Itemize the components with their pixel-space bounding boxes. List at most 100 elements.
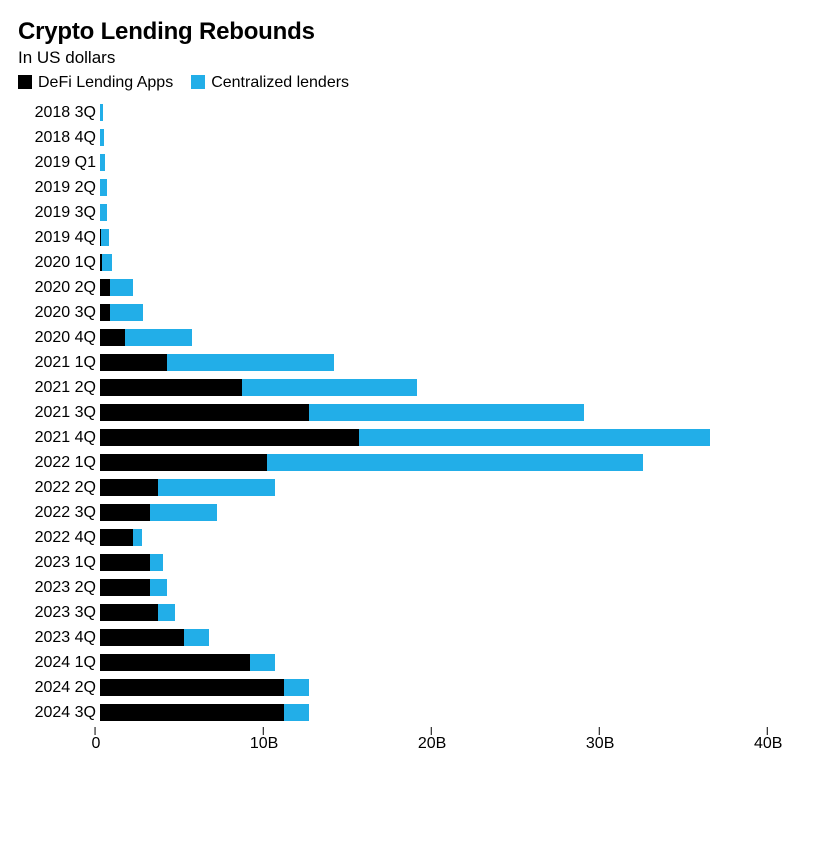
chart-row: 2019 Q1 [18,150,785,175]
x-axis-tick: 30B [586,727,614,753]
legend-swatch-centralized [191,75,205,89]
bar-segment-centralized [158,604,175,621]
y-axis-label: 2022 2Q [18,479,100,497]
bar-segment-centralized [125,329,192,346]
legend-swatch-defi [18,75,32,89]
plot-area [100,100,785,125]
bar-segment-centralized [150,579,167,596]
chart-row: 2023 3Q [18,600,785,625]
y-axis-label: 2019 4Q [18,229,100,247]
bar-segment-centralized [184,629,209,646]
chart-row: 2022 3Q [18,500,785,525]
bar-segment-centralized [102,254,112,271]
plot-area [100,475,785,500]
chart-row: 2019 2Q [18,175,785,200]
plot-area [100,225,785,250]
bar-segment-centralized [100,104,103,121]
plot-area [100,325,785,350]
bar-segment-defi [100,304,110,321]
x-axis-tick-label: 0 [92,735,101,753]
plot-area [100,250,785,275]
y-axis-label: 2020 1Q [18,254,100,272]
chart-row: 2019 3Q [18,200,785,225]
bar-segment-defi [100,604,158,621]
y-axis-label: 2018 3Q [18,104,100,122]
chart-row: 2023 2Q [18,575,785,600]
x-axis-tick-label: 30B [586,735,614,753]
x-axis-tick: 10B [250,727,278,753]
chart-subtitle: In US dollars [18,48,785,68]
bar-segment-defi [100,429,359,446]
plot-area [100,125,785,150]
x-axis-tick-line [599,727,601,735]
bar-segment-centralized [100,179,107,196]
y-axis-label: 2024 1Q [18,654,100,672]
bar-segment-defi [100,504,150,521]
bar-segment-centralized [359,429,710,446]
bar-segment-centralized [284,679,309,696]
bar-segment-defi [100,629,184,646]
bar-segment-centralized [133,529,141,546]
x-axis-tick-label: 10B [250,735,278,753]
chart-row: 2023 1Q [18,550,785,575]
chart-legend: DeFi Lending Apps Centralized lenders [18,74,785,92]
bar-segment-defi [100,554,150,571]
plot-area [100,300,785,325]
plot-area [100,700,785,725]
plot-area [100,450,785,475]
bar-segment-defi [100,704,284,721]
y-axis-label: 2022 1Q [18,454,100,472]
y-axis-label: 2018 4Q [18,129,100,147]
y-axis-label: 2023 4Q [18,629,100,647]
x-axis-tick-line [767,727,769,735]
bar-segment-defi [100,379,242,396]
y-axis-label: 2019 3Q [18,204,100,222]
legend-item-centralized: Centralized lenders [191,74,349,92]
plot-area [100,400,785,425]
bar-segment-defi [100,679,284,696]
x-axis-tick-label: 40B [754,735,782,753]
plot-area [100,150,785,175]
y-axis-label: 2021 3Q [18,404,100,422]
legend-item-defi: DeFi Lending Apps [18,74,173,92]
bar-segment-defi [100,529,133,546]
x-axis-tick-label: 20B [418,735,446,753]
y-axis-label: 2020 2Q [18,279,100,297]
y-axis-label: 2021 1Q [18,354,100,372]
bar-segment-centralized [250,654,275,671]
plot-area [100,175,785,200]
chart-row: 2021 4Q [18,425,785,450]
bar-segment-centralized [100,129,104,146]
plot-area [100,525,785,550]
bar-segment-defi [100,654,250,671]
plot-area [100,600,785,625]
bar-segment-centralized [150,554,163,571]
bar-segment-centralized [167,354,334,371]
y-axis-label: 2021 4Q [18,429,100,447]
y-axis-label: 2024 2Q [18,679,100,697]
bar-segment-defi [100,454,267,471]
plot-area [100,550,785,575]
y-axis-label: 2024 3Q [18,704,100,722]
bar-segment-defi [100,279,110,296]
plot-area [100,650,785,675]
bar-segment-centralized [267,454,643,471]
chart-row: 2024 2Q [18,675,785,700]
bar-segment-centralized [284,704,309,721]
legend-label-defi: DeFi Lending Apps [38,74,173,91]
bar-segment-defi [100,579,150,596]
plot-area [100,350,785,375]
x-axis: 0 10B 20B 30B 40B [18,727,785,759]
bar-segment-centralized [150,504,217,521]
plot-area [100,425,785,450]
bar-segment-centralized [110,304,143,321]
bar-segment-centralized [309,404,585,421]
bar-segment-centralized [158,479,275,496]
bar-segment-centralized [100,204,107,221]
chart-row: 2021 3Q [18,400,785,425]
chart-title: Crypto Lending Rebounds [18,18,785,46]
chart-row: 2019 4Q [18,225,785,250]
plot-area [100,575,785,600]
chart-row: 2020 2Q [18,275,785,300]
bar-segment-centralized [242,379,417,396]
